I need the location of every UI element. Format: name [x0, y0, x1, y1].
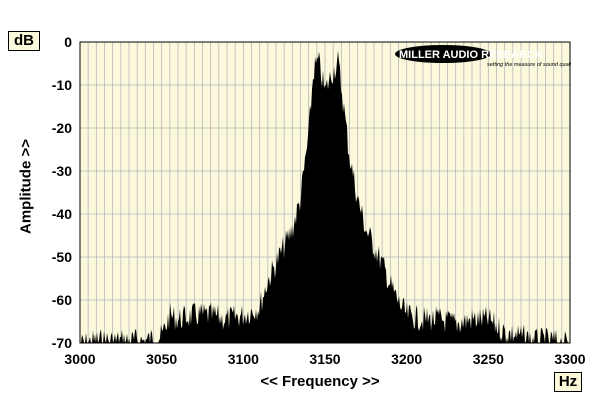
y-tick-label: -30 [52, 163, 72, 179]
plot-frame [79, 41, 571, 344]
x-unit-label: Hz [554, 372, 582, 392]
logo-tagline: setting the measure of sound quality [487, 62, 571, 68]
miller-audio-research-logo: MILLER AUDIO RESEARCH setting the measur… [395, 45, 571, 68]
y-tick-label: -40 [52, 206, 72, 222]
y-tick-label: -70 [52, 335, 72, 351]
y-tick-label: -60 [52, 292, 72, 308]
y-tick-label: -10 [52, 77, 72, 93]
x-tick-label: 3200 [391, 351, 422, 367]
logo-brand-text: MILLER AUDIO RESEARCH [399, 49, 543, 61]
y-tick-label: 0 [64, 34, 72, 50]
x-axis-label: << Frequency >> [260, 373, 380, 390]
x-tick-label: 3250 [473, 351, 504, 367]
x-tick-label: 3050 [146, 351, 177, 367]
y-tick-label: -20 [52, 120, 72, 136]
x-tick-labels: 3000 3050 3100 3150 3200 3250 3300 [64, 351, 585, 367]
y-tick-labels: 0 -10 -20 -30 -40 -50 -60 -70 [52, 34, 72, 351]
x-tick-label: 3100 [228, 351, 259, 367]
x-tick-label: 3000 [64, 351, 95, 367]
y-tick-label: -50 [52, 249, 72, 265]
x-tick-label: 3150 [309, 351, 340, 367]
y-unit-label: dB [8, 31, 40, 51]
x-tick-label: 3300 [554, 351, 585, 367]
spectrum-fill [80, 50, 570, 343]
y-axis-label: Amplitude >> [17, 138, 35, 235]
